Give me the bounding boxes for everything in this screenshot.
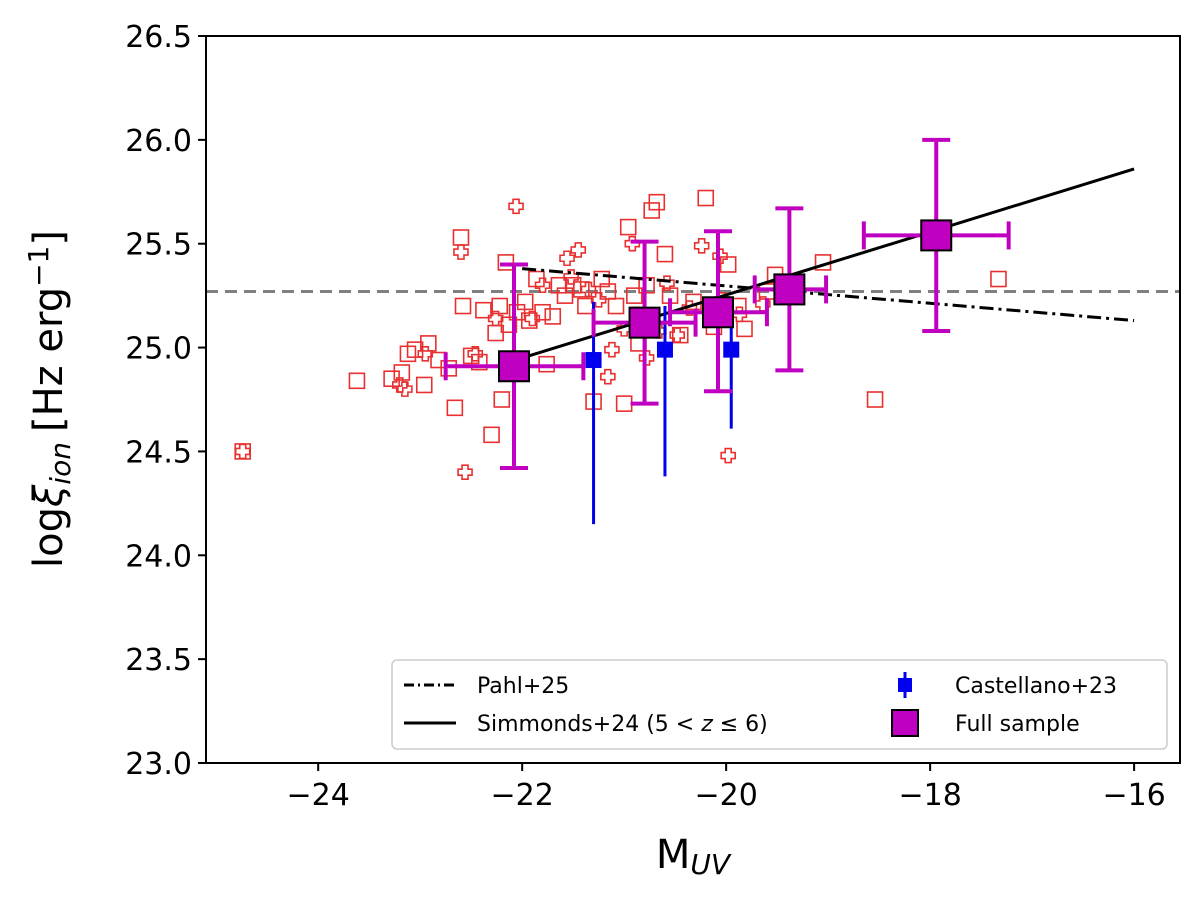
data-layer (206, 137, 1180, 525)
full-sample-point (701, 296, 734, 329)
individual-cross-point (559, 250, 575, 267)
y-axis-label-sup: −1 (22, 246, 55, 287)
x-axis-label: MUV (656, 832, 732, 881)
x-tick-label: −16 (1102, 778, 1165, 813)
castellano-point (585, 352, 602, 369)
individual-cross-point (508, 198, 524, 215)
legend-box (391, 659, 1168, 750)
individual-square-point (544, 308, 562, 325)
individual-cross-point (234, 443, 251, 460)
individual-square-point (516, 293, 534, 311)
individual-square-point (990, 270, 1007, 288)
individual-square-point (697, 189, 715, 207)
y-axis-label-xi: ξ (26, 484, 72, 508)
individual-square-point (866, 391, 884, 408)
individual-cross-point (693, 237, 710, 254)
x-axis-label-sub: UV (690, 848, 731, 881)
legend-simmonds-part2: ≤ 6) (713, 712, 768, 737)
individual-square-point (497, 254, 515, 271)
individual-cross-point (487, 310, 504, 327)
individual-cross-point (590, 291, 607, 308)
full-sample-point (498, 350, 531, 383)
x-tick-label: −22 (491, 778, 554, 813)
individual-square-point (593, 270, 611, 288)
individual-cross-point (453, 244, 469, 260)
individual-square-point (483, 426, 500, 444)
individual-cross-point (524, 310, 541, 327)
x-tick-label: −18 (898, 778, 961, 813)
y-tick-label: 25.5 (125, 228, 192, 263)
individual-square-point (648, 193, 666, 211)
individual-square-point (415, 376, 433, 394)
y-axis-label-log: log (26, 507, 72, 568)
legend-castellano-label: Castellano+23 (955, 674, 1117, 699)
individual-square-point (348, 372, 366, 390)
individual-cross-point (638, 350, 655, 366)
simmonds-relation-line (521, 167, 1135, 360)
legend-simmonds-part1: Simmonds+24 (5 < (477, 712, 701, 737)
y-tick-label: 23.5 (125, 643, 192, 678)
x-axis-label-main: M (656, 832, 691, 878)
castellano-point (723, 341, 740, 358)
full-sample-point (628, 306, 661, 339)
individual-cross-point (570, 242, 587, 258)
individual-square-point (538, 355, 555, 373)
individual-cross-point (417, 346, 434, 362)
y-tick-label: 26.0 (125, 124, 192, 159)
y-tick-label: 23.0 (125, 747, 192, 782)
plot-frame (205, 35, 1181, 764)
individual-square-point (454, 297, 472, 315)
castellano-point (656, 341, 673, 358)
individual-square-point (393, 364, 411, 381)
individual-square-point (736, 320, 753, 338)
y-tick-label: 25.0 (125, 332, 192, 367)
individual-cross-point (712, 248, 728, 264)
y-axis-label: logξion [Hz erg−1] (22, 230, 77, 568)
individual-square-point (607, 297, 625, 315)
individual-cross-point (457, 464, 473, 480)
y-axis-label-unit: [Hz erg (26, 287, 72, 432)
individual-square-point (638, 276, 655, 294)
individual-square-point (643, 202, 660, 219)
individual-square-point (626, 287, 643, 304)
y-tick-label: 24.5 (125, 435, 192, 470)
y-axis-label-sub: ion (44, 442, 77, 485)
individual-square-point (491, 297, 509, 315)
individual-cross-point (563, 269, 579, 285)
individual-square-point (619, 218, 637, 236)
full-sample-point (920, 219, 953, 252)
legend-simmonds-label: Simmonds+24 (5 < z ≤ 6) (477, 712, 768, 737)
y-axis-label-close: ] (26, 230, 72, 246)
full-sample-point (773, 273, 806, 306)
individual-square-point (446, 399, 464, 417)
individual-square-point (656, 245, 674, 263)
legend: Pahl+25 Simmonds+24 (5 < z ≤ 6) Castella… (391, 659, 1168, 750)
individual-square-point (471, 353, 488, 371)
individual-cross-point (604, 341, 620, 358)
ticks-layer: −24 −22 −20 −18 −16 23.0 23.5 24.0 24.5 25.0 25.5 2… (125, 20, 1166, 813)
individual-square-point (719, 256, 737, 273)
individual-cross-point (534, 277, 551, 294)
individual-square-point (440, 360, 458, 377)
x-tick-label: −20 (694, 778, 757, 813)
pahl-relation-line (522, 267, 1135, 323)
individual-cross-point (397, 381, 413, 397)
individual-square-point (475, 301, 492, 319)
legend-full-sample-label: Full sample (955, 712, 1080, 737)
legend-simmonds-z: z (700, 712, 713, 737)
y-tick-label: 24.0 (125, 539, 192, 574)
individual-square-point (493, 391, 511, 408)
legend-castellano-marker (898, 678, 912, 692)
individual-cross-point (600, 368, 616, 385)
legend-full-sample-marker (891, 709, 919, 737)
x-tick-label: −24 (287, 778, 350, 813)
y-tick-label: 26.5 (125, 20, 192, 55)
individual-cross-point (720, 447, 736, 464)
individual-cross-point (467, 346, 484, 362)
individual-square-point (573, 281, 590, 298)
legend-pahl-label: Pahl+25 (477, 674, 569, 699)
individual-cross-point (669, 327, 685, 343)
